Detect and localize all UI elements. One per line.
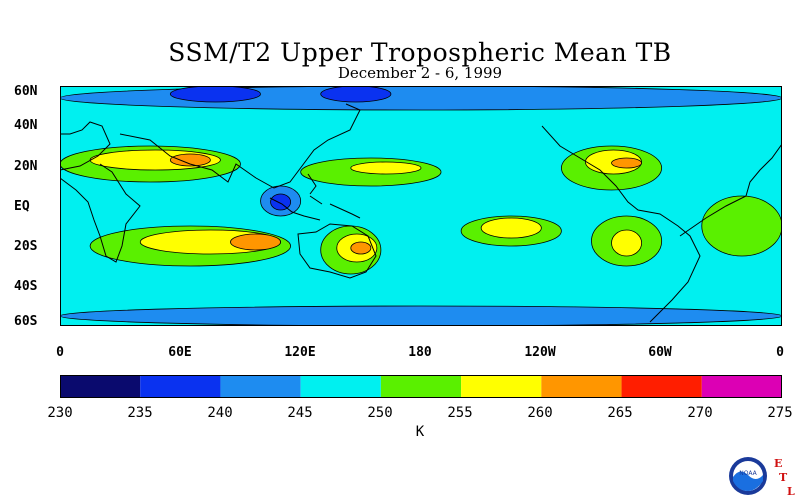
- coastline-australia: [297, 223, 377, 279]
- colorbar-label-255: 255: [447, 405, 473, 421]
- lat-label-40s: 40S: [14, 279, 38, 294]
- colorbar-label-250: 250: [367, 405, 393, 421]
- temperature-map: [60, 86, 782, 326]
- lat-label-20s: 20S: [14, 239, 38, 254]
- contour-region-13: [480, 217, 542, 239]
- lat-label-20n: 20N: [14, 159, 38, 174]
- colorbar-swatch-230: [60, 375, 141, 398]
- colorbar-swatch-235: [140, 375, 221, 398]
- contour-region-21: [350, 241, 372, 255]
- colorbar-swatch-245: [300, 375, 381, 398]
- map-subtitle: December 2 - 6, 1999: [337, 64, 503, 82]
- colorbar-unit: K: [415, 424, 425, 440]
- colorbar-swatch-255: [461, 375, 542, 398]
- colorbar: [60, 375, 782, 398]
- lat-label-60s: 60S: [14, 314, 38, 329]
- etl-letter-t: T: [779, 471, 788, 484]
- lat-label-60n: 60N: [14, 84, 38, 99]
- colorbar-swatch-240: [220, 375, 301, 398]
- contour-region-15: [611, 229, 643, 257]
- colorbar-label-260: 260: [527, 405, 553, 421]
- map-title: SSM/T2 Upper Tropospheric Mean TB: [168, 38, 672, 67]
- contour-region-22: [701, 195, 782, 257]
- coastline-maritime: [269, 173, 361, 221]
- contour-region-11: [611, 157, 643, 169]
- colorbar-swatch-265: [621, 375, 702, 398]
- colorbar-swatch-260: [541, 375, 622, 398]
- colorbar-swatch-250: [380, 375, 462, 398]
- noaa-logo-icon: NOAA E T L: [729, 457, 795, 498]
- colorbar-label-235: 235: [127, 405, 153, 421]
- lon-label-0: 0: [56, 345, 64, 360]
- lon-label-120e: 120E: [284, 345, 316, 360]
- contour-region-3: [320, 86, 392, 103]
- colorbar-label-245: 245: [287, 405, 313, 421]
- coastline-americas: [541, 125, 782, 323]
- lon-label-180: 180: [408, 345, 432, 360]
- contour-region-2: [169, 86, 261, 103]
- lon-label-60w: 60W: [648, 345, 672, 360]
- colorbar-label-240: 240: [207, 405, 233, 421]
- noaa-logo-text: NOAA: [739, 470, 757, 477]
- etl-letter-e: E: [774, 457, 782, 470]
- contour-region-6: [169, 153, 211, 167]
- lon-label-0-end: 0: [776, 345, 784, 360]
- contour-region-8: [350, 161, 422, 175]
- coastline-asia: [119, 103, 361, 189]
- coastline-africa-europe: [60, 121, 141, 263]
- contour-region-0: [60, 305, 782, 326]
- colorbar-swatch-270: [701, 375, 782, 398]
- contour-region-1: [60, 86, 782, 111]
- contour-region-18: [230, 233, 282, 251]
- colorbar-label-275: 275: [767, 405, 793, 421]
- lon-label-60e: 60E: [168, 345, 192, 360]
- lat-label-eq: EQ: [14, 199, 30, 214]
- lat-label-40n: 40N: [14, 118, 38, 133]
- contour-region-24: [270, 193, 292, 211]
- colorbar-label-270: 270: [687, 405, 713, 421]
- colorbar-label-230: 230: [47, 405, 73, 421]
- etl-letter-l: L: [787, 485, 795, 498]
- lon-label-120w: 120W: [524, 345, 556, 360]
- colorbar-label-265: 265: [607, 405, 633, 421]
- map-background-field: [60, 86, 782, 326]
